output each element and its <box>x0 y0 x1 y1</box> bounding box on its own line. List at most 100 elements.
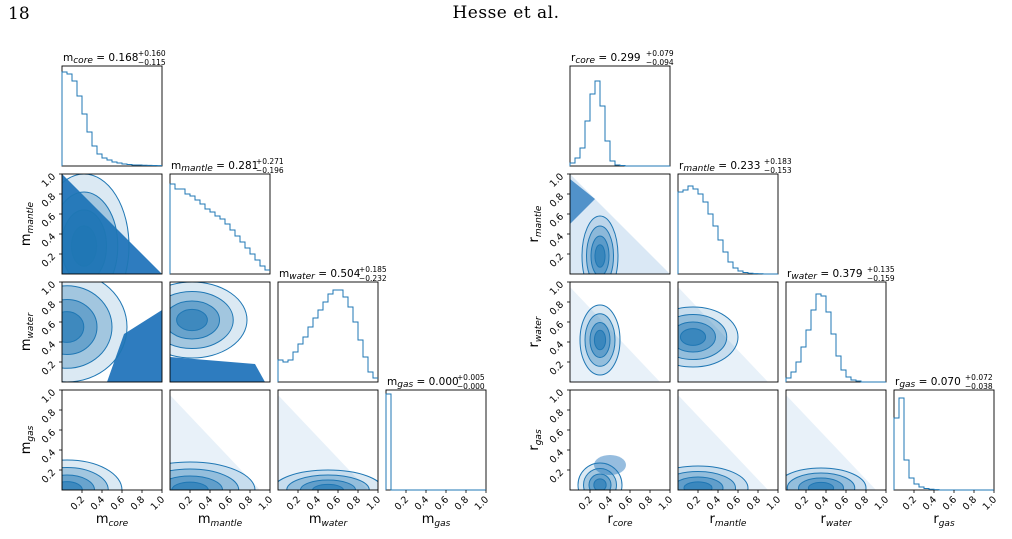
hist-lower-error-water: −0.159 <box>867 274 895 283</box>
y-axis-label-mantle: mmantle <box>19 201 36 246</box>
hist-lower-error-mantle: −0.153 <box>764 166 792 175</box>
y-tick-label: 0.2 <box>40 251 58 269</box>
density-frame <box>61 281 163 383</box>
y-tick-label: 0.6 <box>548 211 566 229</box>
density-panel-core-vs-water <box>570 287 660 382</box>
hist-upper-error-mantle: +0.271 <box>256 157 284 166</box>
hist-upper-error-water: +0.185 <box>359 265 387 274</box>
x-axis-label-gas: mgas <box>422 512 451 529</box>
density-frame <box>569 281 671 383</box>
x-tick-label: 1.0 <box>981 494 999 512</box>
x-tick-label: 1.0 <box>873 494 891 512</box>
x-tick-label: 0.4 <box>813 494 831 512</box>
hist-lower-error-mantle: −0.196 <box>256 166 284 175</box>
x-axis-label-core: rcore <box>607 512 633 529</box>
x-axis-label-water: rwater <box>820 512 852 529</box>
x-tick-label: 0.4 <box>89 494 107 512</box>
y-tick-label: 0.8 <box>548 407 566 425</box>
density-fill-dark <box>170 357 265 382</box>
density-scatter <box>786 395 876 490</box>
y-tick-label: 0.8 <box>40 407 58 425</box>
y-tick-label: 0.4 <box>548 447 566 465</box>
y-tick-label: 0.6 <box>548 319 566 337</box>
y-tick-label: 1.0 <box>40 171 58 189</box>
hist-upper-error-core: +0.160 <box>138 49 166 58</box>
density-contour-4 <box>171 481 209 490</box>
density-frame <box>277 389 379 491</box>
hist-lower-error-gas: −0.000 <box>457 382 485 391</box>
y-tick-label: 0.4 <box>40 447 58 465</box>
density-panel-mantle-vs-water <box>170 282 265 382</box>
x-tick-label: 1.0 <box>257 494 275 512</box>
hist-title-r-mantle: rmantle = 0.233 <box>679 160 760 174</box>
x-tick-label: 0.6 <box>217 494 235 512</box>
density-contour-4 <box>176 308 208 332</box>
hist-title-m-core: mcore = 0.168 <box>63 52 138 66</box>
density-contour-4 <box>594 244 606 268</box>
y-tick-label: 1.0 <box>40 387 58 405</box>
hist-title-r-gas: rgas = 0.070 <box>895 376 961 390</box>
y-axis-label-water: rwater <box>527 315 544 347</box>
density-frame <box>61 173 163 275</box>
histogram-m-gas <box>385 393 486 491</box>
density-contour-1 <box>62 459 123 490</box>
histogram-r-water <box>785 293 886 383</box>
y-tick-label: 0.8 <box>40 299 58 317</box>
density-contour-4 <box>70 225 98 267</box>
x-tick-label: 0.4 <box>413 494 431 512</box>
density-scatter <box>678 287 768 382</box>
x-tick-label: 0.2 <box>793 494 811 512</box>
density-frame <box>569 173 671 275</box>
y-tick-label: 0.6 <box>548 427 566 445</box>
density-contour-4 <box>679 328 707 346</box>
y-tick-label: 0.6 <box>40 211 58 229</box>
y-tick-label: 1.0 <box>548 387 566 405</box>
density-fill-dark <box>107 310 162 382</box>
y-tick-label: 0.8 <box>40 191 58 209</box>
density-panel-core-vs-gas <box>62 459 123 490</box>
density-fill-dark <box>570 179 595 224</box>
corner-plot-radius-fractions: rcore = 0.299 +0.079−0.094 rmantle = 0.233… <box>527 49 999 529</box>
x-axis-label-water: mwater <box>309 512 349 529</box>
density-frame <box>785 389 887 491</box>
y-tick-label: 0.4 <box>40 231 58 249</box>
density-panel-core-vs-water <box>62 282 162 382</box>
x-tick-label: 0.8 <box>345 494 363 512</box>
x-axis-label-core: mcore <box>96 512 129 529</box>
density-contour-4 <box>683 481 713 490</box>
page-number: 18 <box>8 4 30 24</box>
density-frame <box>61 389 163 491</box>
density-contour-1 <box>786 467 867 490</box>
hist-frame-r-water <box>785 281 887 383</box>
histogram-r-mantle <box>677 185 778 275</box>
density-scatter <box>278 395 368 490</box>
density-frame <box>169 281 271 383</box>
y-tick-label: 1.0 <box>548 171 566 189</box>
x-tick-label: 0.6 <box>833 494 851 512</box>
x-tick-label: 0.6 <box>433 494 451 512</box>
hist-upper-error-water: +0.135 <box>867 265 895 274</box>
y-tick-label: 0.2 <box>548 251 566 269</box>
histogram-m-water <box>277 289 378 382</box>
y-tick-label: 0.6 <box>40 427 58 445</box>
density-contour-4 <box>807 481 835 490</box>
x-tick-label: 1.0 <box>657 494 675 512</box>
hist-upper-error-gas: +0.005 <box>457 373 485 382</box>
x-tick-label: 0.2 <box>177 494 195 512</box>
histogram-r-core <box>569 80 670 167</box>
density-contour-1 <box>62 282 128 382</box>
y-tick-label: 1.0 <box>548 279 566 297</box>
x-axis-label-mantle: rmantle <box>710 512 747 529</box>
density-panel-mantle-vs-gas <box>170 395 260 490</box>
x-tick-label: 0.6 <box>617 494 635 512</box>
x-tick-label: 0.2 <box>285 494 303 512</box>
y-tick-label: 0.2 <box>548 467 566 485</box>
hist-upper-error-gas: +0.072 <box>965 373 993 382</box>
y-tick-label: 0.2 <box>40 467 58 485</box>
density-frame <box>169 389 271 491</box>
hist-lower-error-core: −0.115 <box>138 58 166 67</box>
x-tick-label: 0.2 <box>393 494 411 512</box>
hist-frame-m-water <box>277 281 379 383</box>
hist-lower-error-gas: −0.038 <box>965 382 993 391</box>
